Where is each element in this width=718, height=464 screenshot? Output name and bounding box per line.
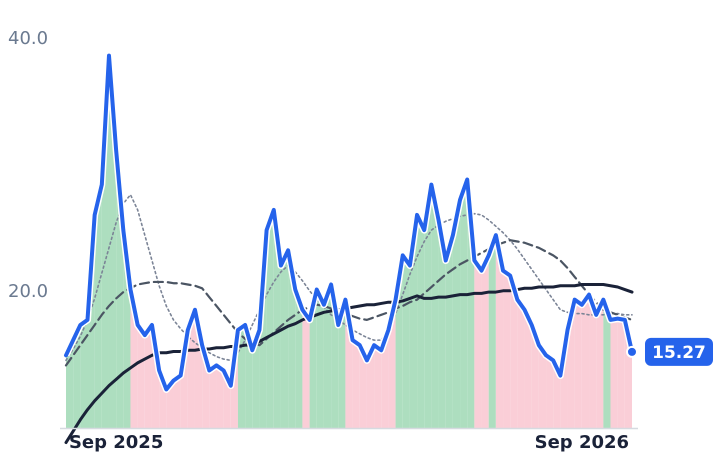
- regime-band: [381, 330, 389, 428]
- regime-band: [417, 214, 425, 428]
- regime-band: [460, 179, 468, 428]
- regime-band: [524, 309, 532, 428]
- regime-band: [424, 184, 432, 428]
- regime-band: [252, 330, 260, 428]
- regime-band: [366, 345, 375, 428]
- regime-band: [338, 299, 346, 428]
- regime-band: [488, 235, 496, 428]
- regime-band: [374, 345, 382, 428]
- regime-band: [316, 289, 324, 428]
- regime-band: [581, 294, 590, 428]
- regime-band: [531, 324, 539, 428]
- regime-band: [596, 299, 604, 428]
- value-label: 15.27: [652, 343, 706, 363]
- regime-band: [474, 260, 482, 428]
- regime-band: [309, 289, 317, 428]
- regime-band: [80, 319, 88, 428]
- regime-band: [323, 284, 332, 428]
- regime-band: [73, 324, 81, 428]
- regime-band: [495, 235, 504, 428]
- regime-band: [510, 275, 518, 428]
- x-tick-label: Sep 2026: [535, 432, 629, 453]
- x-tick-label: Sep 2025: [69, 432, 163, 453]
- regime-band: [538, 345, 547, 428]
- series-line: [64, 239, 634, 367]
- regime-band: [144, 324, 152, 428]
- regime-band: [603, 299, 611, 428]
- regime-band: [209, 365, 217, 428]
- last-point: [626, 345, 638, 358]
- regime-band: [431, 184, 439, 428]
- regime-band: [610, 318, 618, 428]
- series-line: [64, 53, 634, 392]
- regime-band: [137, 324, 145, 428]
- regime-band: [173, 375, 181, 428]
- regime-band: [402, 255, 410, 428]
- regime-band: [617, 318, 625, 428]
- y-tick-label: 20.0: [8, 281, 48, 302]
- regime-band: [445, 235, 453, 428]
- regime-band: [266, 209, 274, 428]
- regime-band: [216, 365, 224, 428]
- regime-band: [503, 270, 511, 428]
- y-tick-label: 40.0: [8, 28, 48, 49]
- line-halo: [62, 52, 636, 393]
- regime-band: [481, 255, 489, 428]
- regime-band: [94, 184, 102, 428]
- regime-band: [517, 299, 525, 428]
- regime-band: [452, 199, 461, 428]
- regime-band: [302, 309, 310, 428]
- regime-band: [359, 345, 367, 428]
- regime-band: [546, 355, 554, 428]
- regime-band: [438, 220, 446, 428]
- regime-band: [574, 299, 582, 428]
- regime-band: [589, 294, 597, 428]
- regime-band: [352, 340, 360, 428]
- value-badge: [645, 337, 713, 366]
- regime-band: [280, 250, 289, 428]
